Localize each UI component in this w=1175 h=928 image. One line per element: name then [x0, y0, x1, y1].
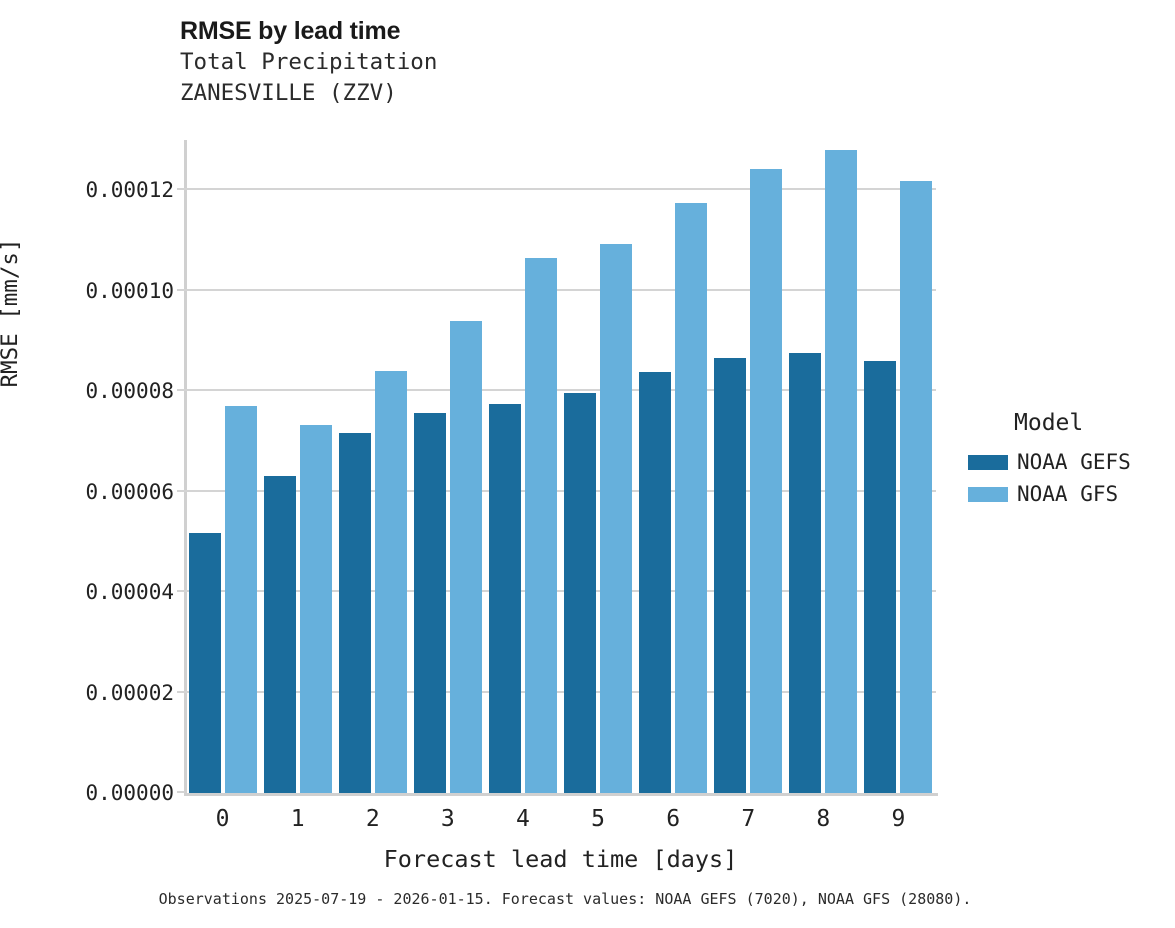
legend-label: NOAA GFS	[1017, 481, 1119, 506]
bar-group	[789, 140, 858, 793]
x-axis-title: Forecast lead time [days]	[383, 845, 738, 873]
bar-noaa-gefs-day-0[interactable]	[188, 532, 221, 793]
x-tick-label: 6	[666, 806, 681, 832]
x-tick-label: 3	[440, 806, 455, 832]
gridline	[185, 389, 936, 392]
y-axis-line	[184, 140, 187, 794]
bar-noaa-gfs-day-2[interactable]	[374, 371, 407, 793]
x-tick-label: 5	[591, 806, 605, 832]
y-tick-mark	[177, 690, 185, 693]
legend-swatch-icon	[968, 486, 1008, 502]
y-tick-label: 0.00004	[85, 580, 174, 605]
y-tick-label: 0.00008	[85, 379, 174, 404]
bar-noaa-gfs-day-4[interactable]	[524, 258, 557, 793]
legend-item-noaa-gefs[interactable]: NOAA GEFS	[968, 447, 1175, 477]
y-tick-mark	[177, 389, 185, 392]
legend: Model NOAA GEFS NOAA GFS	[968, 408, 1175, 511]
y-tick-mark	[177, 288, 185, 291]
bar-noaa-gefs-day-3[interactable]	[413, 413, 446, 793]
bar-noaa-gefs-day-2[interactable]	[338, 432, 371, 793]
bar-group	[564, 140, 633, 793]
x-tick-label: 4	[516, 806, 530, 832]
gridline	[185, 188, 936, 191]
bar-group	[864, 140, 933, 793]
legend-swatch-icon	[968, 454, 1008, 470]
bar-noaa-gefs-day-7[interactable]	[714, 358, 747, 793]
y-tick-label: 0.00012	[85, 178, 174, 203]
y-tick-label: 0.00000	[85, 781, 174, 805]
bar-group	[488, 140, 557, 793]
bar-noaa-gfs-day-9[interactable]	[900, 180, 933, 793]
bar-noaa-gefs-day-1[interactable]	[263, 476, 296, 793]
bar-group	[714, 140, 783, 793]
x-tick-label: 9	[891, 806, 906, 832]
bar-noaa-gfs-day-1[interactable]	[299, 424, 332, 793]
bar-group	[338, 140, 407, 793]
gridline	[185, 590, 936, 593]
bar-noaa-gefs-day-5[interactable]	[564, 393, 597, 793]
x-tick-label: 8	[816, 806, 831, 832]
y-tick-label: 0.00006	[85, 479, 174, 504]
bar-noaa-gefs-day-6[interactable]	[639, 371, 672, 793]
y-tick-label: 0.00002	[85, 680, 174, 705]
bar-group	[413, 140, 482, 793]
plot-area	[177, 140, 938, 796]
title-block: RMSE by lead time Total Precipitation ZA…	[180, 16, 880, 109]
page-title: RMSE by lead time	[180, 17, 401, 45]
bar-noaa-gefs-day-9[interactable]	[864, 361, 897, 793]
x-tick-label: 1	[290, 806, 305, 832]
y-axis-tick-labels: 0.00000 0.00002 0.00004 0.00006 0.00008 0.000…	[38, 140, 174, 804]
bar-noaa-gfs-day-8[interactable]	[825, 149, 858, 793]
bar-group	[188, 140, 257, 793]
x-tick-label: 2	[365, 806, 380, 832]
y-tick-label: 0.00010	[85, 278, 174, 303]
legend-entries: NOAA GEFS NOAA GFS	[968, 447, 1175, 509]
legend-label: NOAA GEFS	[1017, 449, 1131, 474]
x-tick-label: 7	[741, 806, 756, 832]
y-tick-mark	[177, 489, 185, 492]
y-axis-title: RMSE [mm/s]	[0, 238, 23, 388]
bar-noaa-gfs-day-5[interactable]	[600, 244, 633, 793]
footer-note: Observations 2025-07-19 - 2026-01-15. Fo…	[158, 890, 972, 908]
legend-item-noaa-gfs[interactable]: NOAA GFS	[968, 479, 1175, 509]
bar-noaa-gefs-day-4[interactable]	[488, 404, 521, 793]
y-tick-mark	[177, 791, 185, 793]
bar-noaa-gfs-day-3[interactable]	[449, 321, 482, 793]
bar-noaa-gfs-day-6[interactable]	[675, 202, 708, 793]
gridline	[185, 690, 936, 693]
chart-subtitle-variable: Total Precipitation	[180, 49, 438, 75]
chart-subtitle-station: ZANESVILLE (ZZV)	[180, 80, 397, 106]
bar-noaa-gefs-day-8[interactable]	[789, 352, 822, 793]
bar-group	[639, 140, 708, 793]
legend-title: Model	[1014, 410, 1084, 436]
x-tick-label: 0	[215, 806, 230, 832]
y-tick-mark	[177, 188, 185, 191]
gridline	[185, 288, 936, 291]
bar-noaa-gfs-day-0[interactable]	[224, 405, 257, 793]
bar-group	[263, 140, 332, 793]
x-axis-line	[184, 793, 938, 796]
y-tick-mark	[177, 590, 185, 593]
bar-noaa-gfs-day-7[interactable]	[750, 169, 783, 793]
gridline	[185, 489, 936, 492]
